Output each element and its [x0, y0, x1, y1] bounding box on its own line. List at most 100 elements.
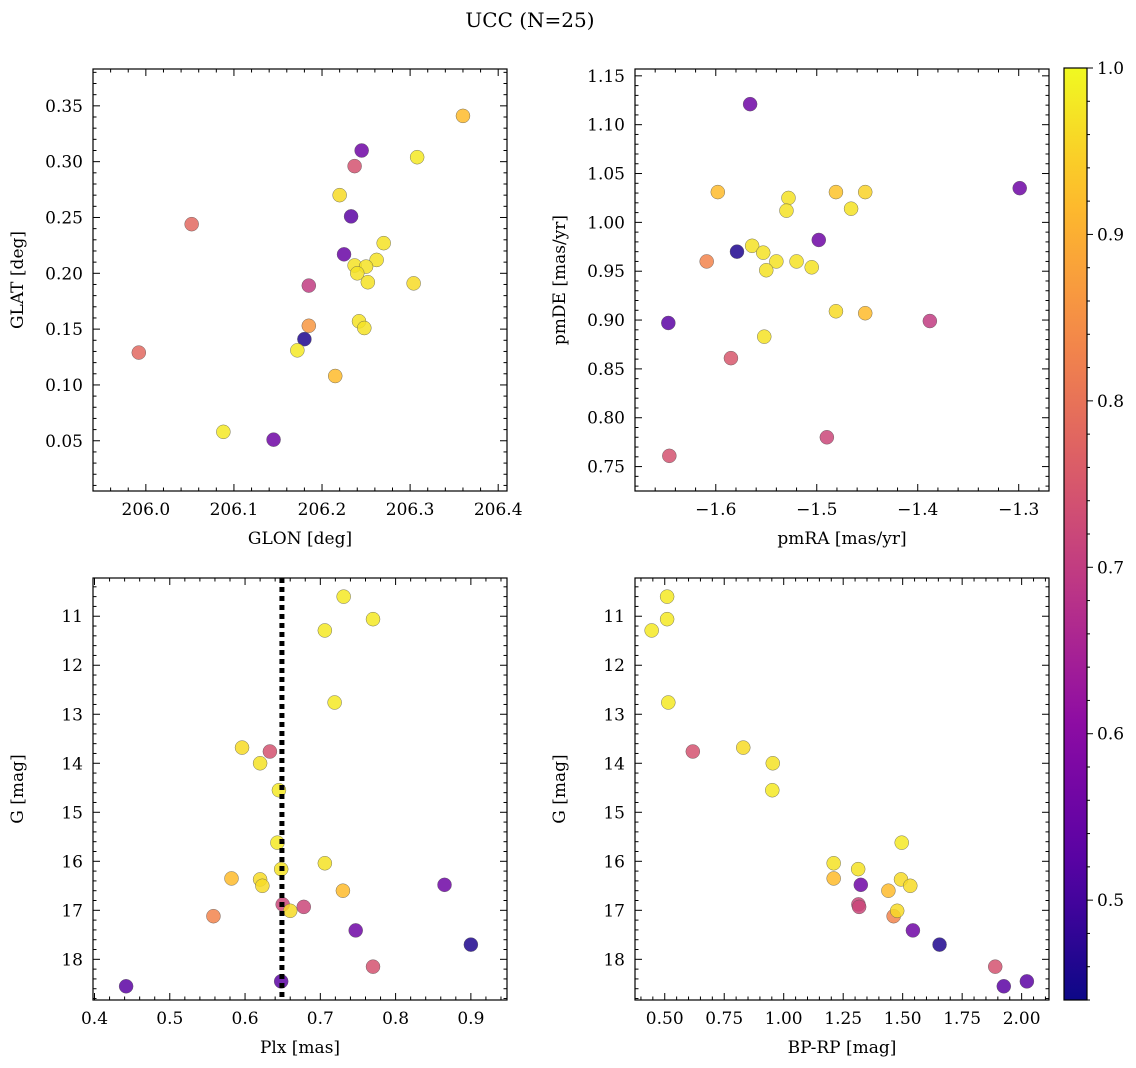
x-tick-label: −1.6: [695, 500, 736, 520]
y-tick-label: 0.30: [45, 153, 83, 173]
x-tick-label: 1.00: [765, 1009, 803, 1029]
x-axis-label: pmRA [mas/yr]: [777, 529, 906, 549]
scatter-point: [455, 108, 471, 124]
y-tick-label: 11: [603, 607, 625, 627]
scatter-point: [858, 306, 873, 321]
scatter-point: [850, 861, 866, 877]
scatter-point: [234, 740, 250, 755]
scatter-point: [365, 611, 381, 627]
ticks: [92, 69, 507, 491]
colorbar-tick-label: 0.7: [1097, 558, 1124, 578]
scatter-point: [843, 201, 859, 216]
scatter-point: [659, 589, 675, 604]
scatter-markers: [118, 589, 479, 994]
scatter-point: [826, 856, 841, 871]
scatter-point: [932, 937, 947, 952]
y-tick-label: 0.05: [45, 432, 83, 452]
scatter-point: [765, 756, 780, 771]
y-tick-label: 15: [61, 803, 83, 823]
scatter-point: [262, 744, 278, 759]
scatter-point: [328, 368, 343, 384]
scatter-point: [365, 959, 381, 974]
scatter-point: [905, 923, 921, 938]
y-tick-label: 15: [603, 803, 625, 823]
colorbar-tick-label: 0.8: [1097, 392, 1124, 412]
y-tick-label: 18: [61, 950, 83, 970]
scatter-point: [327, 695, 342, 710]
colorbar-tick-label: 0.6: [1097, 725, 1124, 745]
scatter-point: [376, 235, 391, 251]
scatter-point: [118, 979, 134, 994]
y-tick-label: 12: [603, 656, 625, 676]
scatter-point: [729, 244, 745, 259]
scatter-point: [437, 877, 452, 893]
scatter-point: [759, 263, 774, 278]
scatter-point: [811, 232, 826, 248]
scatter-point: [266, 432, 281, 447]
x-tick-label: −1.5: [796, 500, 837, 520]
y-tick-label: 14: [61, 754, 83, 774]
axes-frame: [92, 577, 508, 1001]
y-axis-label: pmDE [mas/yr]: [550, 215, 570, 345]
scatter-point: [988, 959, 1003, 974]
x-tick-label: 1.75: [943, 1009, 981, 1029]
scatter-markers: [644, 589, 1035, 994]
x-tick-label: −1.3: [998, 500, 1039, 520]
x-axis-label: BP-RP [mag]: [788, 1038, 897, 1058]
subplot-1: 206.0 206.1 206.2 206.3 206.4 0.05 0.10 0.15 0.2…: [8, 68, 523, 549]
x-tick-label: 0.8: [382, 1009, 409, 1029]
y-tick-label: 13: [603, 705, 625, 725]
scatter-markers: [661, 96, 1027, 464]
x-tick-label: 0.4: [81, 1009, 108, 1029]
scatter-point: [463, 937, 479, 952]
y-tick-label: 1.15: [587, 67, 625, 87]
scatter-point: [357, 320, 372, 336]
y-tick-label: 1.00: [587, 213, 625, 233]
scatter-point: [332, 187, 347, 203]
y-tick-label: 0.75: [587, 458, 625, 478]
y-tick-label: 0.25: [45, 208, 83, 228]
y-tick-label: 14: [603, 754, 625, 774]
y-tick-label: 17: [61, 901, 83, 921]
scatter-point: [350, 266, 365, 281]
scatter-point: [826, 871, 841, 886]
scatter-point: [301, 278, 317, 293]
y-tick-label: 13: [61, 705, 83, 725]
scatter-point: [903, 878, 918, 894]
scatter-point: [781, 190, 796, 206]
scatter-point: [336, 589, 351, 604]
x-tick-label: 0.75: [705, 1009, 743, 1029]
scatter-point: [1012, 180, 1027, 196]
y-tick-label: 0.20: [45, 264, 83, 284]
y-tick-label: 0.85: [587, 360, 625, 380]
scatter-point: [184, 216, 199, 232]
scatter-point: [255, 878, 270, 894]
scatter-point: [317, 856, 333, 871]
x-tick-label: −1.4: [897, 500, 938, 520]
scatter-point: [659, 611, 675, 627]
scatter-point: [710, 184, 725, 200]
y-tick-label: 16: [603, 852, 625, 872]
y-tick-label: 12: [61, 656, 83, 676]
ticks: [635, 578, 1049, 1000]
x-tick-label: 0.6: [232, 1009, 259, 1029]
y-axis-label: G [mag]: [8, 754, 28, 823]
x-tick-label: 1.50: [884, 1009, 922, 1029]
scatter-point: [409, 149, 425, 165]
axes-frame: [92, 68, 508, 492]
scatter-point: [828, 184, 844, 200]
scatter-point: [317, 623, 333, 638]
x-tick-label: 2.00: [1003, 1009, 1041, 1029]
subplot-4: 0.50 0.75 1.00 1.25 1.50 1.75 2.00 11 12 13 14 15 16…: [550, 577, 1050, 1058]
y-tick-label: 18: [603, 950, 625, 970]
scatter-point: [644, 623, 659, 638]
x-tick-label: 0.5: [156, 1009, 183, 1029]
scatter-point: [858, 184, 873, 200]
scatter-point: [756, 245, 771, 260]
scatter-point: [736, 740, 751, 755]
axes-frame: [634, 577, 1050, 1001]
scatter-point: [224, 871, 239, 886]
scatter-point: [765, 783, 780, 798]
scatter-point: [789, 254, 804, 269]
